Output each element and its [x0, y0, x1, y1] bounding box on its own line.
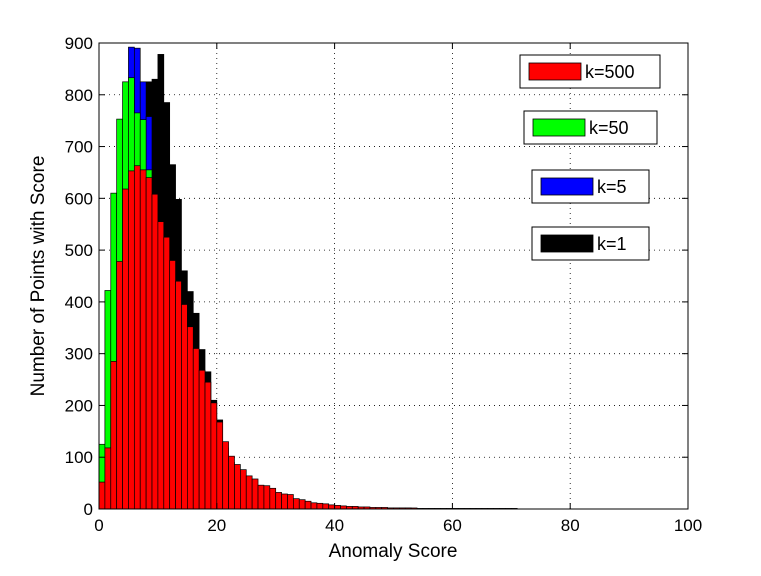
y-tick-label: 700	[65, 138, 93, 157]
legend-swatch	[540, 234, 594, 253]
bar-k-500	[240, 469, 247, 510]
y-tick-label: 500	[65, 241, 93, 260]
bar-k-500	[245, 475, 253, 510]
bar-k-500	[145, 177, 153, 510]
bar-k-500	[287, 494, 294, 510]
x-tick-label: 40	[325, 516, 344, 535]
x-tick-label: 80	[561, 516, 580, 535]
bar-k-500	[151, 193, 159, 510]
y-tick-label: 600	[65, 189, 93, 208]
legend-swatch	[532, 118, 586, 137]
bar-k-500	[304, 500, 312, 510]
y-tick-label: 300	[65, 345, 93, 364]
x-axis-label: Anomaly Score	[329, 541, 458, 562]
bar-k-500	[269, 487, 277, 510]
y-tick-label: 900	[65, 34, 93, 53]
bar-k-500	[133, 165, 141, 510]
bar-k-500	[104, 447, 112, 510]
y-tick-label: 100	[65, 448, 93, 467]
bar-k-500	[187, 326, 194, 510]
bar-k-500	[157, 221, 165, 510]
bar-k-500	[175, 280, 182, 510]
x-tick-label: 100	[674, 516, 702, 535]
legend-label: k=5	[597, 177, 627, 197]
legend-label: k=1	[597, 234, 627, 254]
bar-k-500	[110, 361, 118, 510]
bar-k-500	[116, 261, 123, 510]
y-tick-label: 400	[65, 293, 93, 312]
bar-k-500	[181, 304, 188, 510]
bar-k-500	[204, 381, 212, 510]
bar-k-500	[293, 498, 300, 510]
y-tick-label: 0	[84, 500, 93, 519]
legend-label: k=500	[585, 62, 635, 82]
y-tick-label: 800	[65, 86, 93, 105]
x-tick-label: 60	[443, 516, 462, 535]
bar-k-500	[163, 236, 171, 510]
plot-area-frame	[98, 42, 689, 510]
bar-k-500	[122, 188, 129, 510]
bar-k-500	[210, 402, 218, 510]
bar-k-500	[198, 369, 206, 510]
bar-k-500	[216, 421, 224, 510]
legend-box	[523, 110, 658, 145]
bar-k-500	[316, 502, 324, 510]
bars	[98, 46, 518, 510]
bar-k-500	[139, 169, 147, 510]
bar-k-500	[257, 484, 265, 510]
bar-k-500	[222, 441, 229, 510]
legend-swatch	[528, 62, 582, 81]
bar-k-500	[281, 493, 288, 510]
bar-k-500	[310, 502, 318, 510]
y-axis-label: Number of Points with Score	[28, 156, 49, 397]
bar-k-500	[169, 260, 176, 510]
bar-k-500	[228, 455, 235, 510]
legend-swatch	[540, 177, 594, 196]
legend-label: k=50	[589, 118, 629, 138]
x-tick-label: 20	[207, 516, 226, 535]
bar-k-500	[322, 503, 330, 510]
bar-k-500	[128, 170, 135, 510]
bar-k-500	[98, 481, 106, 510]
bar-k-500	[263, 485, 271, 510]
bar-k-500	[234, 464, 241, 510]
bar-k-500	[275, 492, 282, 510]
axis-ticks: 0 20 40 60 80 100 0 100 200 300 400 500 600 700 800 900	[65, 34, 703, 535]
bar-k-500	[298, 499, 306, 510]
legend-entry-k-500: k=500	[519, 54, 661, 89]
legend-entry-k-5: k=5	[531, 169, 650, 204]
bar-k-500	[334, 505, 341, 510]
bar-k-500	[192, 348, 200, 510]
y-tick-label: 200	[65, 396, 93, 415]
legend-entry-k-1: k=1	[531, 226, 650, 261]
x-tick-label: 0	[94, 516, 103, 535]
legend: k=500 k=50 k=5 k=1	[519, 54, 661, 261]
bar-k-500	[251, 478, 259, 510]
bar-k-500	[328, 504, 335, 510]
legend-entry-k-50: k=50	[523, 110, 658, 145]
